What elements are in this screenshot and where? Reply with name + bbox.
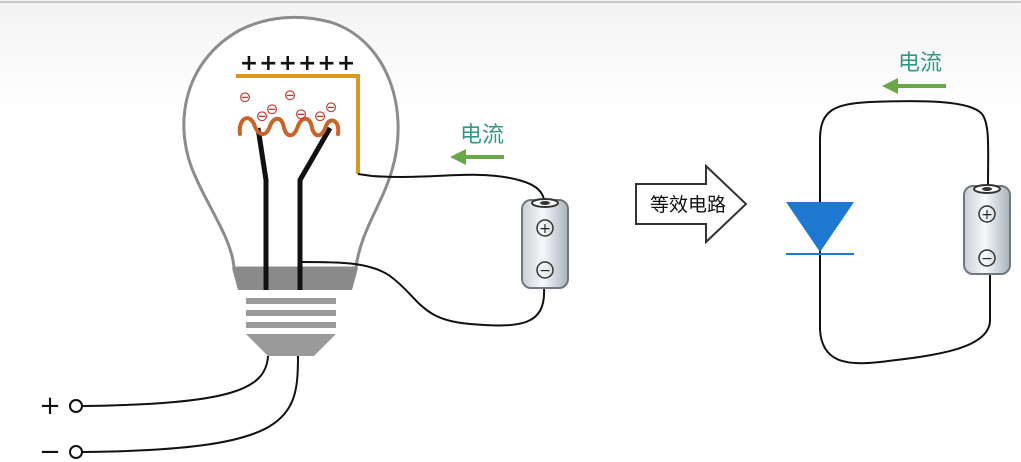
anode-plate: [236, 74, 360, 174]
filament-lead-right: [297, 126, 333, 290]
current-label-left: 电流: [460, 123, 504, 148]
battery-positive-sign: +: [539, 221, 551, 237]
battery-right: + −: [963, 184, 1011, 275]
wire-to-positive-terminal: [81, 355, 269, 407]
filament-coil: [237, 116, 341, 138]
electron: ⊖: [314, 107, 327, 125]
diode-symbol: [786, 174, 854, 290]
negative-terminal: [69, 445, 83, 459]
electron: ⊖: [256, 107, 269, 125]
right-circuit-top-wire: [819, 100, 990, 187]
battery-positive-sign: +: [981, 207, 993, 223]
right-circuit-bottom-wire: [819, 272, 991, 365]
positive-terminal: [69, 399, 83, 413]
wire-to-negative-terminal: [81, 355, 299, 453]
electron: ⊖: [325, 98, 338, 116]
filament-lead-left: [255, 127, 269, 290]
electrons: ⊖ ⊖ ⊖ ⊖ ⊖ ⊖ ⊖: [239, 86, 338, 125]
battery-negative-sign: −: [539, 263, 551, 279]
light-bulb: ++++++ ⊖ ⊖ ⊖ ⊖ ⊖ ⊖ ⊖: [182, 15, 400, 356]
electron: ⊖: [266, 100, 279, 118]
battery-negative-sign: −: [981, 251, 993, 267]
plate-charge-label: ++++++: [240, 51, 357, 76]
equivalent-circuit-label: 等效电路: [650, 194, 726, 216]
current-label-right: 电流: [898, 51, 942, 76]
equivalent-arrow: [635, 163, 748, 245]
wire-battery-to-cathode: [301, 261, 546, 327]
battery-left: + −: [521, 198, 569, 289]
negative-terminal-label: −: [39, 437, 61, 462]
electron: ⊖: [295, 105, 308, 123]
wire-plate-to-battery: [357, 173, 545, 201]
positive-terminal-label: +: [39, 391, 61, 421]
electron: ⊖: [239, 88, 252, 106]
electron: ⊖: [284, 86, 297, 104]
bulb-screw-threads: [246, 298, 336, 328]
bulb-tip: [246, 334, 336, 356]
bulb-glass: [182, 15, 400, 270]
bulb-neck: [232, 268, 358, 290]
